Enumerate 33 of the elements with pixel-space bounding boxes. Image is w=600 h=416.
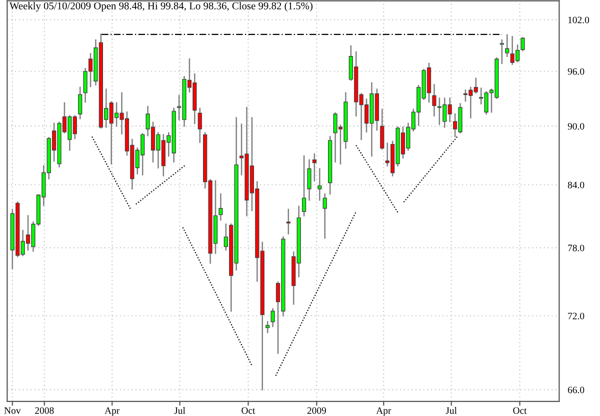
y-tick-label: 84.0 (568, 182, 584, 188)
chart-title: Weekly 05/10/2009 Open 98.48, Hi 99.84, Lo 98.36, Close 99.82 (1.5%) (9, 2, 312, 12)
y-tick-label: 72.0 (568, 312, 584, 320)
x-tick-label: Oct (242, 407, 256, 414)
candlestick (286, 208, 290, 234)
candlestick (307, 159, 312, 201)
x-tick-label: Apr (376, 407, 392, 416)
x-tick-label: Jul (446, 406, 457, 414)
candlestick (500, 39, 504, 64)
x-tick-label: 2009 (307, 407, 326, 414)
y-tick-label: 66.0 (568, 386, 584, 394)
candlestick (520, 37, 525, 52)
x-tick-label: Apr (104, 407, 120, 416)
candlestick (198, 108, 202, 143)
y-tick-label: 96.0 (568, 68, 584, 75)
candlestick (380, 108, 384, 150)
x-tick-label: Jul (174, 406, 186, 414)
candlestick (312, 153, 317, 182)
candlestick (505, 34, 510, 58)
x-tick-label: Nov (4, 407, 21, 414)
candlestick (78, 86, 82, 120)
candlestick (432, 84, 436, 116)
candlestick (318, 168, 322, 201)
y-tick-label: 102.0 (568, 16, 590, 24)
x-tick-label: 2008 (35, 407, 54, 414)
candlestick (302, 155, 306, 216)
candlestick (270, 308, 275, 328)
x-tick-label: Oct (513, 407, 527, 414)
candlestick (218, 193, 223, 221)
candlestick (266, 321, 270, 334)
y-tick-label: 90.0 (568, 123, 584, 130)
candlestick (322, 193, 327, 239)
y-tick-label: 78.0 (568, 244, 584, 252)
